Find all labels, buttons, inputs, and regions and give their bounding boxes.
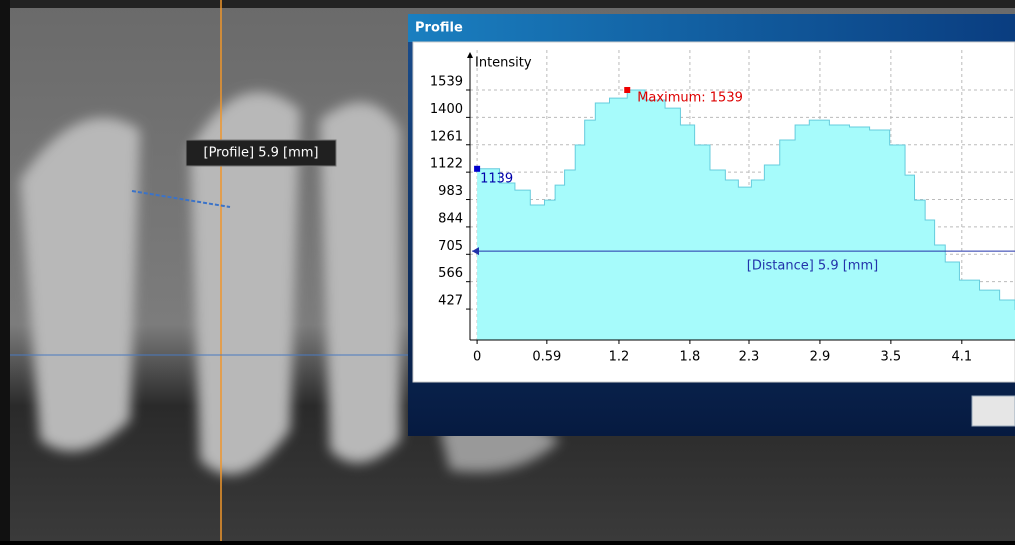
distance-label: [Distance] 5.9 [mm] bbox=[747, 259, 878, 274]
x-tick-label: 0 bbox=[473, 350, 481, 365]
y-tick-label: 844 bbox=[438, 211, 463, 226]
title-bar bbox=[408, 14, 1015, 42]
window-title: Profile bbox=[415, 21, 463, 36]
y-axis-label: Intensity bbox=[475, 56, 532, 71]
y-tick-label: 1122 bbox=[430, 157, 463, 172]
y-tick-label: 427 bbox=[438, 294, 463, 309]
button[interactable] bbox=[972, 396, 1015, 426]
y-tick-label: 983 bbox=[438, 184, 463, 199]
x-tick-label: 1.2 bbox=[609, 350, 630, 365]
y-tick-label: 566 bbox=[438, 266, 463, 281]
y-tick-label: 1539 bbox=[430, 74, 463, 89]
x-tick-label: 2.3 bbox=[739, 350, 760, 365]
x-tick-label: 1.8 bbox=[680, 350, 701, 365]
top-bar bbox=[10, 0, 1015, 8]
x-tick-label: 0.59 bbox=[532, 350, 561, 365]
y-tick-label: 705 bbox=[438, 239, 463, 254]
y-tick-label: 1400 bbox=[430, 102, 463, 117]
max-marker bbox=[624, 87, 630, 93]
max-label: Maximum: 1539 bbox=[637, 90, 743, 105]
start-label: 1139 bbox=[480, 171, 513, 186]
x-tick-label: 2.9 bbox=[810, 350, 831, 365]
x-tick-label: 4.1 bbox=[951, 350, 972, 365]
y-tick-label: 1261 bbox=[430, 129, 463, 144]
screen: [Profile] 5.9 [mm] Profile 427 566 705 844 9… bbox=[0, 0, 1015, 541]
x-tick-label: 3.5 bbox=[881, 350, 902, 365]
page: [Profile] 5.9 [mm] Profile 427 566 705 844 9… bbox=[0, 0, 1015, 541]
edge bbox=[0, 0, 10, 541]
overlay-label: [Profile] 5.9 [mm] bbox=[204, 146, 319, 161]
